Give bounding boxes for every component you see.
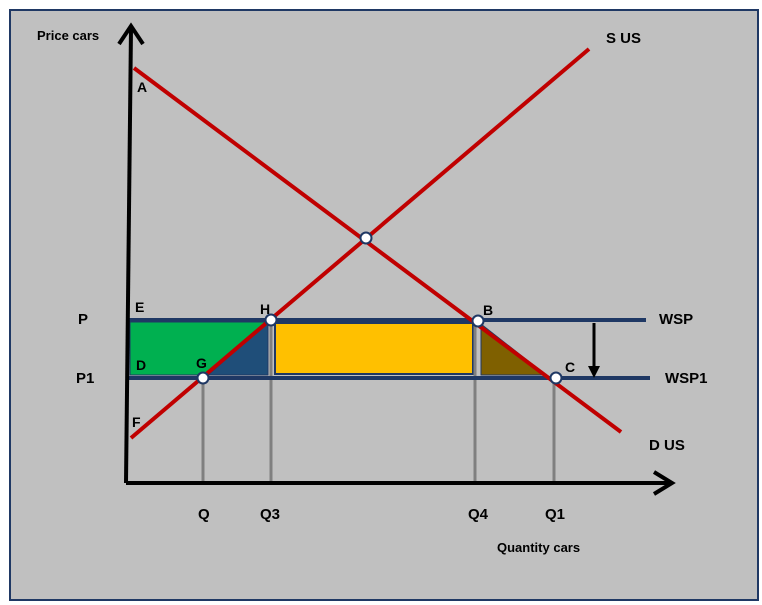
point-h-label: H	[260, 301, 270, 317]
equilibrium-marker	[359, 231, 373, 245]
y-axis	[124, 27, 133, 484]
y-axis-title: Price cars	[37, 28, 99, 43]
y-axis-arrow	[117, 22, 145, 46]
x-axis-title: Quantity cars	[497, 540, 580, 555]
point-a-label: A	[137, 79, 147, 95]
quantity-q1-label: Q1	[545, 506, 565, 523]
point-b-label: B	[483, 302, 493, 318]
point-e-label: E	[135, 299, 144, 315]
demand-curve-label: D US	[649, 437, 685, 454]
diagram-background	[9, 9, 759, 601]
point-b-marker	[471, 314, 485, 328]
wsp-label: WSP	[659, 311, 693, 328]
point-d-label: D	[136, 357, 146, 373]
price-p1-label: P1	[76, 370, 94, 387]
point-g-marker	[196, 371, 210, 385]
quantity-q4-label: Q4	[468, 506, 489, 523]
wsp1-label: WSP1	[665, 370, 708, 387]
point-f-label: F	[132, 414, 141, 430]
price-drop-arrow-head	[588, 366, 600, 378]
point-c-label: C	[565, 359, 575, 375]
x-axis-arrow	[652, 470, 676, 496]
quantity-q3-label: Q3	[260, 506, 280, 523]
point-h-marker	[264, 313, 278, 327]
yellow-rectangle	[274, 322, 474, 375]
price-p-label: P	[78, 311, 88, 328]
point-c-marker	[549, 371, 563, 385]
quantity-q-label: Q	[198, 506, 210, 523]
point-g-label: G	[196, 355, 207, 371]
demand-curve	[132, 66, 623, 434]
supply-curve-label: S US	[606, 30, 641, 47]
